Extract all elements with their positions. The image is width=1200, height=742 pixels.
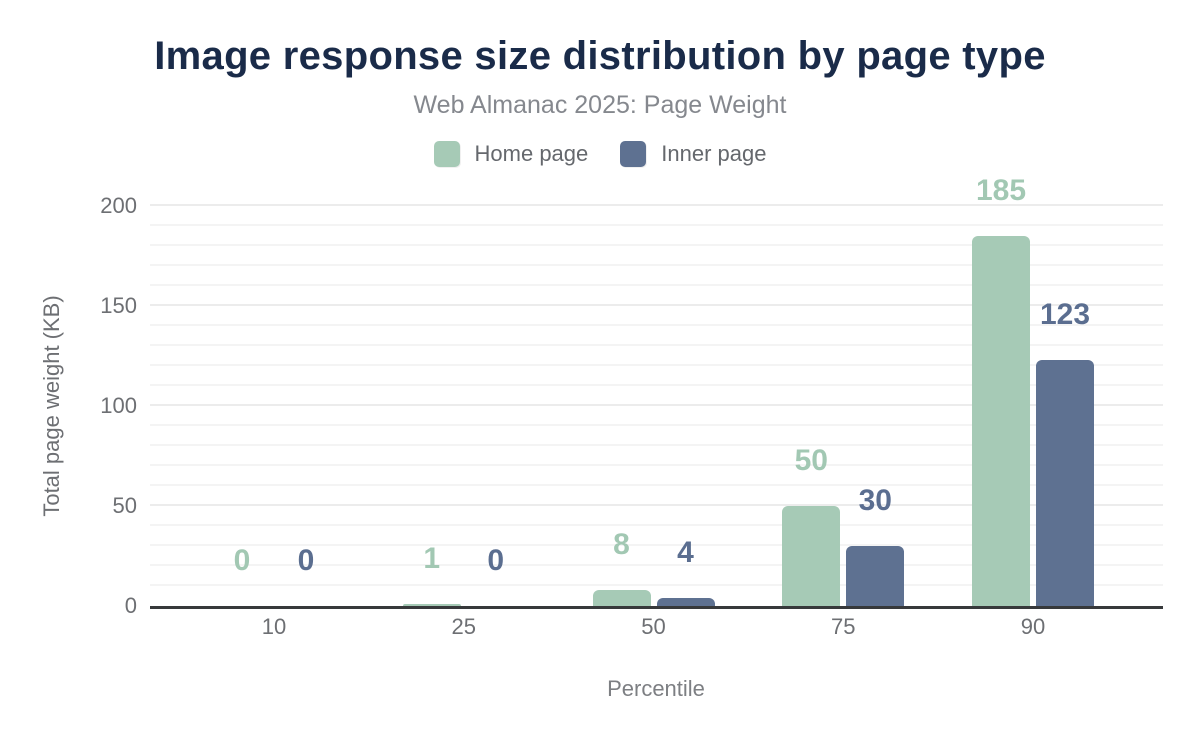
- x-tick-label: 75: [831, 614, 856, 639]
- bar-value-label: 4: [677, 536, 694, 569]
- bar-value-label: 0: [297, 544, 315, 577]
- bar-home-p50[interactable]: [592, 590, 651, 606]
- y-tick-label: 100: [100, 393, 137, 418]
- gridline: [150, 404, 1163, 406]
- gridline: [150, 564, 1163, 566]
- legend-label: Inner page: [661, 141, 767, 166]
- gridline: [150, 544, 1163, 546]
- y-tick-label: 150: [100, 293, 137, 318]
- gridline: [150, 444, 1163, 446]
- gridline: [150, 464, 1163, 466]
- bar-home-p75[interactable]: [782, 506, 841, 606]
- plot-area: 0 0 1 0 8 4 50 30 185 123: [150, 176, 1163, 609]
- gridline: [150, 424, 1163, 426]
- legend-swatch-icon: [433, 141, 460, 167]
- x-tick-label: 90: [1020, 614, 1046, 639]
- x-tick-label: 10: [261, 614, 287, 639]
- gridline: [150, 384, 1163, 386]
- x-tick-label: 50: [641, 614, 666, 639]
- bar-value-label: 0: [233, 544, 251, 577]
- bar-inner-p75[interactable]: [846, 546, 905, 606]
- legend-swatch-icon: [620, 141, 647, 167]
- gridline: [150, 204, 1163, 206]
- legend-item-home-page[interactable]: Home page: [433, 141, 589, 167]
- legend: Home page Inner page: [0, 138, 1200, 170]
- bar-value-label: 123: [1039, 298, 1091, 331]
- legend-item-inner-page[interactable]: Inner page: [620, 141, 766, 167]
- gridline: [150, 364, 1163, 366]
- x-tick-label: 25: [451, 614, 476, 639]
- gridline: [150, 344, 1163, 346]
- bar-home-p25[interactable]: [402, 604, 461, 606]
- gridline: [150, 584, 1163, 586]
- gridline: [150, 264, 1163, 266]
- gridline: [150, 244, 1163, 246]
- bar-inner-p50[interactable]: [656, 598, 715, 606]
- gridline: [150, 524, 1163, 526]
- bar-value-label: 50: [794, 444, 828, 477]
- gridline: [150, 504, 1163, 506]
- y-tick-label: 200: [100, 193, 137, 218]
- gridline: [150, 224, 1163, 226]
- y-tick-label: 0: [124, 593, 137, 618]
- gridline: [150, 304, 1163, 306]
- gridline: [150, 284, 1163, 286]
- bar-value-label: 30: [858, 484, 892, 517]
- bar-home-p90[interactable]: [972, 236, 1030, 606]
- bar-inner-p90[interactable]: [1036, 360, 1094, 606]
- y-tick-label: 50: [112, 493, 137, 518]
- bar-value-label: 0: [487, 544, 505, 577]
- gridline: [150, 324, 1163, 326]
- bar-value-label: 8: [613, 528, 630, 561]
- chart-subtitle: Web Almanac 2025: Page Weight: [413, 91, 787, 119]
- x-axis-title: Percentile: [607, 676, 705, 701]
- bar-value-label: 185: [975, 174, 1027, 207]
- chart-title: Image response size distribution by page…: [154, 34, 1046, 78]
- gridline: [150, 484, 1163, 486]
- legend-label: Home page: [474, 141, 589, 166]
- bar-value-label: 1: [423, 542, 441, 575]
